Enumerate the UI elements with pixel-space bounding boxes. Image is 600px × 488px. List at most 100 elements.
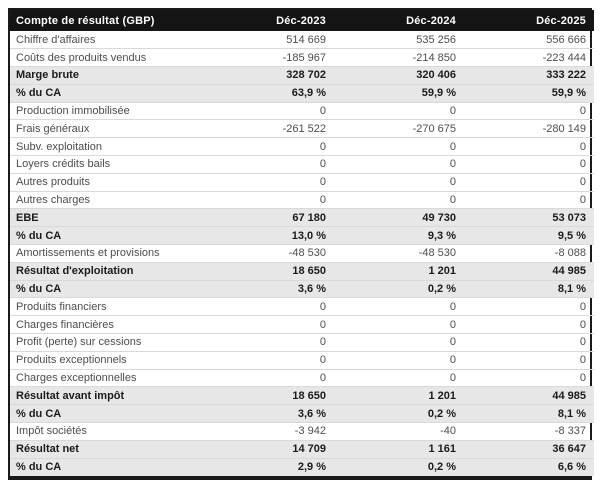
row-label: Frais généraux (10, 119, 204, 138)
cell-value: 0 (464, 315, 594, 334)
cell-value: 67 180 (204, 208, 334, 227)
cell-value: -8 088 (464, 244, 594, 263)
cell-value: 8,1 % (464, 404, 594, 423)
cell-value: 3,6 % (204, 279, 334, 298)
row-label: Impôt sociétés (10, 422, 204, 441)
table-row: Résultat net 14 709 1 161 36 647 (10, 439, 594, 459)
cell-value: -280 149 (464, 119, 594, 138)
table-row: % du CA 63,9 % 59,9 % 59,9 % (10, 83, 594, 103)
row-label: % du CA (10, 404, 204, 423)
cell-value: 63,9 % (204, 83, 334, 103)
table-row: Chiffre d'affaires 514 669 535 256 556 666 (10, 31, 594, 49)
cell-value: 0 (334, 137, 464, 156)
cell-value: 59,9 % (464, 83, 594, 103)
row-label: % du CA (10, 457, 204, 476)
cell-value: 0 (204, 333, 334, 352)
cell-value: 0,2 % (334, 457, 464, 476)
row-label: EBE (10, 208, 204, 227)
cell-value: 0 (334, 315, 464, 334)
table-row: Marge brute 328 702 320 406 333 222 (10, 66, 594, 85)
row-label: Coûts des produits vendus (10, 48, 204, 67)
cell-value: 0,2 % (334, 404, 464, 423)
row-label: % du CA (10, 83, 204, 103)
cell-value: 44 985 (464, 261, 594, 281)
table-row: Production immobilisée 0 0 0 (10, 101, 594, 120)
row-label: Produits financiers (10, 297, 204, 316)
cell-value: 333 222 (464, 66, 594, 85)
cell-value: 8,1 % (464, 279, 594, 298)
cell-value: 328 702 (204, 66, 334, 85)
cell-value: -270 675 (334, 119, 464, 138)
cell-value: 0 (204, 350, 334, 370)
header-row: Compte de résultat (GBP) Déc-2023 Déc-20… (10, 10, 594, 31)
cell-value: 0 (204, 297, 334, 316)
row-label: Amortissements et provisions (10, 244, 204, 263)
column-header-dec-2025: Déc-2025 (464, 10, 594, 31)
row-label: Charges financières (10, 315, 204, 334)
cell-value: -214 850 (334, 48, 464, 67)
cell-value: 0 (334, 368, 464, 387)
cell-value: 0 (334, 350, 464, 370)
cell-value: 0 (334, 190, 464, 209)
column-header-dec-2023: Déc-2023 (204, 10, 334, 31)
cell-value: 0 (464, 297, 594, 316)
cell-value: 18 650 (204, 386, 334, 405)
cell-value: 535 256 (416, 33, 456, 46)
cell-value: 9,3 % (334, 226, 464, 245)
cell-value: 2,9 % (204, 457, 334, 476)
cell-value: 0 (464, 137, 594, 156)
cell-value: 514 669 (286, 33, 326, 46)
cell-value: 0 (204, 101, 334, 120)
row-label: Charges exceptionnelles (10, 368, 204, 387)
cell-value: 0 (204, 137, 334, 156)
cell-value: 0,2 % (334, 279, 464, 298)
table-row: % du CA 2,9 % 0,2 % 6,6 % (10, 457, 594, 476)
cell-value: 1 161 (334, 439, 464, 459)
table-row: Autres produits 0 0 0 (10, 172, 594, 192)
cell-value: 0 (204, 315, 334, 334)
table-header: Compte de résultat (GBP) Déc-2023 Déc-20… (10, 10, 594, 31)
cell-value: 18 650 (204, 261, 334, 281)
row-label: Résultat avant impôt (10, 386, 204, 405)
table-row: Amortissements et provisions -48 530 -48 5… (10, 244, 594, 263)
cell-value: 0 (464, 368, 594, 387)
cell-value: 0 (204, 368, 334, 387)
row-label: Autres charges (10, 190, 204, 209)
cell-value: 9,5 % (464, 226, 594, 245)
table-row: Produits exceptionnels 0 0 0 (10, 350, 594, 370)
cell-value: 1 201 (334, 261, 464, 281)
cell-value: 0 (204, 172, 334, 192)
table-row: Charges financières 0 0 0 (10, 315, 594, 334)
cell-value: 556 666 (546, 33, 586, 46)
cell-value: 36 647 (464, 439, 594, 459)
cell-value: -3 942 (204, 422, 334, 441)
cell-value: 0 (334, 297, 464, 316)
cell-value: 0 (464, 350, 594, 370)
cell-value: 14 709 (204, 439, 334, 459)
row-label: Marge brute (10, 66, 204, 85)
table-row: % du CA 3,6 % 0,2 % 8,1 % (10, 279, 594, 298)
table-body: Chiffre d'affaires 514 669 535 256 556 666 C… (10, 31, 594, 476)
table-row: % du CA 13,0 % 9,3 % 9,5 % (10, 226, 594, 245)
cell-value: 0 (204, 190, 334, 209)
row-label: % du CA (10, 226, 204, 245)
table-row: Charges exceptionnelles 0 0 0 (10, 368, 594, 387)
table-row: Subv. exploitation 0 0 0 (10, 137, 594, 156)
cell-value: 0 (334, 172, 464, 192)
cell-value: 59,9 % (334, 83, 464, 103)
cell-value: 0 (204, 155, 334, 174)
cell-value: 44 985 (464, 386, 594, 405)
table-row: Produits financiers 0 0 0 (10, 297, 594, 316)
cell-value: 0 (464, 155, 594, 174)
cell-value: 0 (464, 172, 594, 192)
cell-value: 49 730 (334, 208, 464, 227)
row-label: Loyers crédits bails (10, 155, 204, 174)
cell-value: 0 (464, 190, 594, 209)
cell-value: 6,6 % (464, 457, 594, 476)
table-row: Résultat avant impôt 18 650 1 201 44 985 (10, 386, 594, 405)
cell-value: 0 (334, 101, 464, 120)
statement-title: Compte de résultat (GBP) (10, 10, 204, 31)
income-statement: Compte de résultat (GBP) Déc-2023 Déc-20… (10, 10, 594, 476)
cell-value: -48 530 (204, 244, 334, 263)
row-label: % du CA (10, 279, 204, 298)
